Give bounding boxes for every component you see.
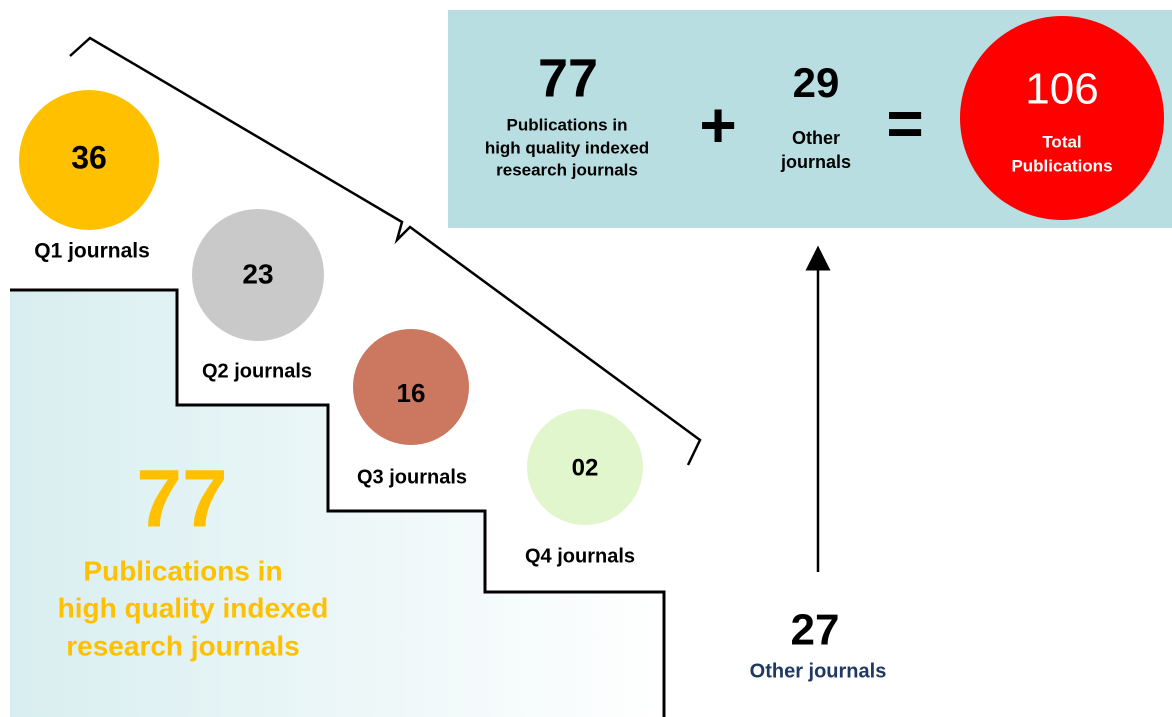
indexed-line: Publications in [507,115,628,134]
total-line: Total [1042,132,1081,151]
other-line: Other [792,128,840,148]
q2-label: Q2 journals [202,360,312,382]
brace [69,36,702,466]
stair-outline [10,288,666,717]
q2-count: 23 [242,258,273,289]
q4-label: Q4 journals [525,545,635,567]
q4-count: 02 [572,454,599,481]
q1-count: 36 [71,139,107,175]
q1-circle [19,90,159,230]
total-line: Publications [1011,156,1112,175]
summary-line: Publications in [83,555,282,586]
summary-line: high quality indexed [58,592,329,623]
indexed-count: 77 [538,48,598,108]
stair-fill [10,290,664,717]
other-source-count: 27 [791,606,840,655]
summary-count: 77 [136,454,227,545]
q2-circle [192,209,324,341]
q4-circle [527,409,643,525]
plus-sign: + [699,89,736,161]
total-circle [960,16,1164,220]
q3-count: 16 [397,378,426,408]
indexed-line: high quality indexed [485,138,649,157]
q3-label: Q3 journals [357,466,467,488]
other-source-label: Other journals [750,660,887,682]
summary-line: research journals [66,630,299,661]
equals-sign: = [886,87,923,159]
indexed-line: research journals [496,160,638,179]
q3-circle [353,329,469,445]
other-line: journals [780,152,851,172]
other-count: 29 [793,59,840,106]
q1-label: Q1 journals [34,240,150,263]
total-count: 106 [1025,65,1098,114]
